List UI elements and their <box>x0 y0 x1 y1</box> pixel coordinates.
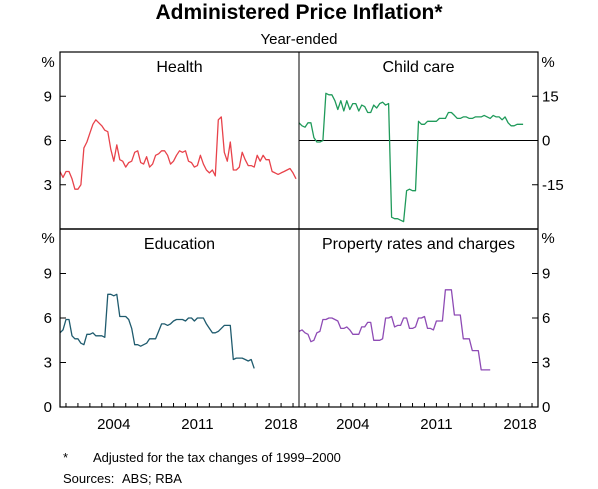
sources-text: ABS; RBA <box>122 471 182 486</box>
x-tick-label: 2004 <box>336 416 369 433</box>
panel-title: Property rates and charges <box>322 236 515 253</box>
y-tick-label: 6 <box>44 133 52 150</box>
y-tick-label: 0 <box>542 133 550 150</box>
chart-subtitle: Year-ended <box>260 31 337 48</box>
y-axis-unit: % <box>41 230 54 247</box>
panel-bottom-right: Property rates and charges % 0 3 6 9 2004 2011 2… <box>298 230 555 433</box>
series-line <box>298 92 524 223</box>
y-tick-label: 0 <box>44 399 52 416</box>
y-axis-unit: % <box>41 54 54 71</box>
panel-top-left: Health% 3 6 9 <box>41 54 297 194</box>
y-tick-label: 3 <box>542 355 550 372</box>
x-tick-label: 2018 <box>503 416 536 433</box>
y-tick-label: 6 <box>542 310 550 327</box>
y-tick-label: 6 <box>44 310 52 327</box>
y-tick-label: -15 <box>542 177 564 194</box>
panel-title: Child care <box>382 59 454 76</box>
y-tick-label: 15 <box>542 88 559 105</box>
footnote-marker: * <box>63 450 68 465</box>
chart-panels: Health% 3 6 9 Child care % -15 0 15 Education% 0 3 6… <box>41 54 563 433</box>
series-line <box>59 293 255 369</box>
series-line <box>298 289 491 371</box>
y-tick-label: 3 <box>44 355 52 372</box>
panel-title: Education <box>144 236 215 253</box>
y-tick-label: 3 <box>44 177 52 194</box>
x-tick-label: 2011 <box>181 416 213 433</box>
series-line <box>59 116 297 190</box>
x-tick-label: 2018 <box>264 416 297 433</box>
y-axis-unit: % <box>541 230 554 247</box>
y-axis-unit: % <box>541 54 554 71</box>
x-tick-label: 2004 <box>97 416 130 433</box>
sources-label: Sources: <box>63 471 114 486</box>
panel-bottom-left: Education% 0 3 6 9 2004 2011 2018 <box>41 230 297 433</box>
y-tick-label: 9 <box>44 266 52 283</box>
panel-top-right: Child care % -15 0 15 <box>298 54 564 223</box>
x-tick-label: 2011 <box>420 416 452 433</box>
chart-title: Administered Price Inflation* <box>155 1 443 24</box>
y-tick-label: 9 <box>44 88 52 105</box>
y-tick-label: 9 <box>542 266 550 283</box>
footnote-text: Adjusted for the tax changes of 1999–200… <box>93 450 341 465</box>
y-tick-label: 0 <box>542 399 550 416</box>
panel-title: Health <box>156 59 202 76</box>
